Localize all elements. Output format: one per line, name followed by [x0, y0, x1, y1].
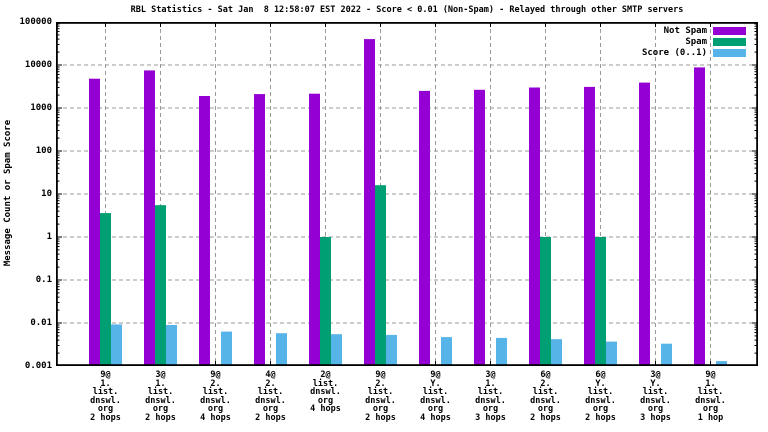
- bar-not-spam-3: [199, 96, 210, 366]
- bar-not-spam-4: [254, 94, 265, 366]
- legend-label-score: Score (0..1): [641, 47, 707, 58]
- bar-score-10: [606, 341, 617, 366]
- x-tick-label-10: 6@ Y. list. dnswl. org 2 hops: [585, 370, 616, 423]
- legend-swatch-not-spam: [713, 26, 746, 35]
- y-tick-label-0.1: 0.1: [35, 275, 52, 285]
- bar-not-spam-7: [419, 90, 430, 366]
- bar-score-5: [331, 334, 342, 366]
- bar-score-1: [111, 324, 122, 366]
- bar-score-6: [386, 334, 397, 366]
- bar-score-4: [276, 333, 287, 366]
- bar-score-2: [166, 325, 177, 366]
- y-tick-label-0.001: 0.001: [24, 361, 52, 371]
- plot-area: [56, 22, 758, 366]
- chart-canvas: [56, 22, 758, 366]
- x-tick-label-5: 2@ list. dnswl. org 4 hops: [310, 370, 341, 414]
- x-tick-label-8: 3@ 1. list. dnswl. org 3 hops: [475, 370, 506, 423]
- legend-row-spam: Spam: [642, 36, 746, 47]
- bar-score-8: [496, 337, 507, 366]
- bar-not-spam-10: [584, 86, 595, 366]
- bar-score-9: [551, 339, 562, 366]
- y-tick-label-10000: 10000: [24, 60, 52, 70]
- bar-spam-5: [320, 237, 331, 366]
- legend-swatch-spam: [713, 37, 746, 46]
- x-tick-label-3: 9@ 2. list. dnswl. org 4 hops: [200, 370, 231, 423]
- bar-not-spam-2: [144, 70, 155, 366]
- legend-row-score: Score (0..1): [642, 47, 746, 58]
- y-tick-label-100000: 100000: [19, 17, 52, 27]
- bar-not-spam-12: [694, 67, 705, 366]
- bar-spam-1: [100, 213, 111, 366]
- legend-label-not-spam: Not Spam: [663, 25, 707, 36]
- y-tick-label-10: 10: [41, 189, 52, 199]
- bar-score-11: [661, 343, 672, 366]
- bar-spam-6: [375, 185, 386, 366]
- y-tick-label-0.01: 0.01: [30, 318, 52, 328]
- bar-not-spam-11: [639, 82, 650, 366]
- bar-score-3: [221, 331, 232, 366]
- bar-spam-9: [540, 237, 551, 366]
- bar-spam-2: [155, 205, 166, 366]
- x-tick-label-12: 9@ 1. list. dnswl. org 1 hop: [695, 370, 726, 423]
- x-tick-label-1: 9@ 1. list. dnswl. org 2 hops: [90, 370, 121, 423]
- x-tick-label-4: 4@ 2. list. dnswl. org 2 hops: [255, 370, 286, 423]
- bar-spam-10: [595, 237, 606, 366]
- legend-row-not-spam: Not Spam: [642, 25, 746, 36]
- legend-swatch-score: [713, 48, 746, 57]
- legend: Not Spam Spam Score (0..1): [642, 25, 746, 58]
- x-tick-label-2: 3@ 1. list. dnswl. org 2 hops: [145, 370, 176, 423]
- chart-title: RBL Statistics - Sat Jan 8 12:58:07 EST …: [130, 5, 684, 15]
- y-tick-label-1: 1: [46, 232, 52, 242]
- x-tick-label-6: 9@ 2. list. dnswl. org 2 hops: [365, 370, 396, 423]
- bar-not-spam-5: [309, 93, 320, 366]
- bar-score-12: [716, 361, 727, 366]
- x-tick-label-11: 3@ Y. list. dnswl. org 3 hops: [640, 370, 671, 423]
- bar-not-spam-1: [89, 78, 100, 366]
- legend-label-spam: Spam: [685, 36, 707, 47]
- y-tick-label-100: 100: [35, 146, 52, 156]
- x-tick-label-9: 6@ 2. list. dnswl. org 2 hops: [530, 370, 561, 423]
- bar-score-7: [441, 337, 452, 366]
- bar-not-spam-8: [474, 89, 485, 366]
- y-tick-label-1000: 1000: [30, 103, 52, 113]
- x-tick-label-7: 9@ Y. list. dnswl. org 4 hops: [420, 370, 451, 423]
- bar-not-spam-6: [364, 39, 375, 366]
- bar-not-spam-9: [529, 87, 540, 366]
